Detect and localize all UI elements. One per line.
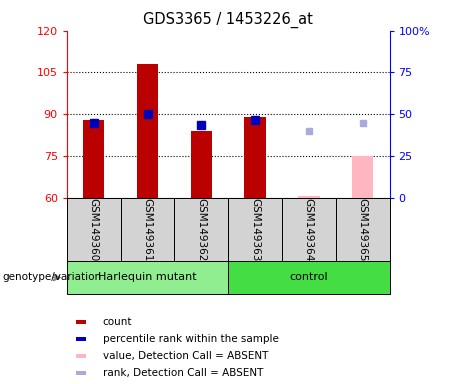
Bar [228,261,390,294]
Text: count: count [102,317,132,327]
Bar [76,320,87,324]
Bar [76,354,87,358]
Bar [67,261,228,294]
Bar [83,120,105,198]
Bar [244,117,266,198]
Bar [121,198,174,261]
Text: GSM149360: GSM149360 [89,198,99,261]
Text: GSM149364: GSM149364 [304,198,314,261]
Text: control: control [290,272,328,283]
Text: GSM149363: GSM149363 [250,198,260,261]
Bar [298,196,319,198]
Bar [228,198,282,261]
Bar [352,156,373,198]
Bar [190,131,212,198]
Text: rank, Detection Call = ABSENT: rank, Detection Call = ABSENT [102,368,263,378]
Bar [137,64,158,198]
Text: percentile rank within the sample: percentile rank within the sample [102,334,278,344]
Text: GSM149361: GSM149361 [142,198,153,261]
Text: Harlequin mutant: Harlequin mutant [98,272,197,283]
Bar [76,371,87,375]
Bar [336,198,390,261]
Text: value, Detection Call = ABSENT: value, Detection Call = ABSENT [102,351,268,361]
Title: GDS3365 / 1453226_at: GDS3365 / 1453226_at [143,12,313,28]
Bar [67,198,121,261]
Text: GSM149365: GSM149365 [358,198,368,261]
Bar [174,198,228,261]
Bar [76,337,87,341]
Text: genotype/variation: genotype/variation [2,272,101,283]
Text: GSM149362: GSM149362 [196,198,207,261]
Bar [282,198,336,261]
